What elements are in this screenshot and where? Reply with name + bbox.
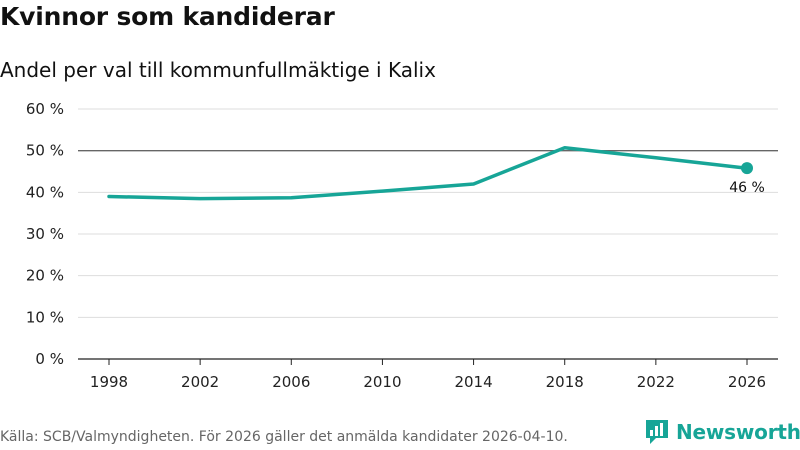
end-point-marker (741, 162, 753, 175)
y-tick-label: 40 % (26, 183, 64, 201)
x-tick-label: 2014 (454, 373, 492, 391)
x-tick-label: 2018 (546, 373, 584, 391)
newsworthy-logo[interactable]: Newsworthy (644, 418, 800, 446)
y-axis-tick-labels: 0 % 10 % 20 % 30 % 40 % 50 % 60 % (26, 100, 64, 368)
x-tick-label: 2002 (181, 373, 219, 391)
y-tick-label: 30 % (26, 225, 64, 243)
x-tick-label: 2022 (637, 373, 675, 391)
x-tick-label: 1998 (90, 373, 128, 391)
x-tick-label: 2006 (272, 373, 310, 391)
chart-subtitle: Andel per val till kommunfullmäktige i K… (0, 58, 436, 82)
end-value-label: 46 % (729, 180, 765, 196)
source-note: Källa: SCB/Valmyndigheten. För 2026 gäll… (0, 429, 568, 445)
chart-title: Kvinnor som kandiderar (0, 2, 335, 31)
y-tick-label: 60 % (26, 100, 64, 118)
y-tick-label: 50 % (26, 142, 64, 160)
x-axis: 1998 2002 2006 2010 2014 2018 2022 2026 (78, 358, 778, 391)
series-line (107, 145, 749, 201)
x-tick-label: 2010 (363, 373, 401, 391)
x-tick-label: 2026 (728, 373, 766, 391)
brand-name: Newsworthy (676, 420, 800, 444)
y-tick-label: 20 % (26, 267, 64, 285)
grid-lines (78, 108, 778, 318)
line-chart: 0 % 10 % 20 % 30 % 40 % 50 % 60 % 1998 2002 2006… (26, 100, 778, 391)
newsworthy-icon (646, 420, 668, 444)
y-tick-label: 0 % (35, 350, 64, 368)
data-series: 46 % (107, 145, 765, 201)
y-tick-label: 10 % (26, 308, 64, 326)
